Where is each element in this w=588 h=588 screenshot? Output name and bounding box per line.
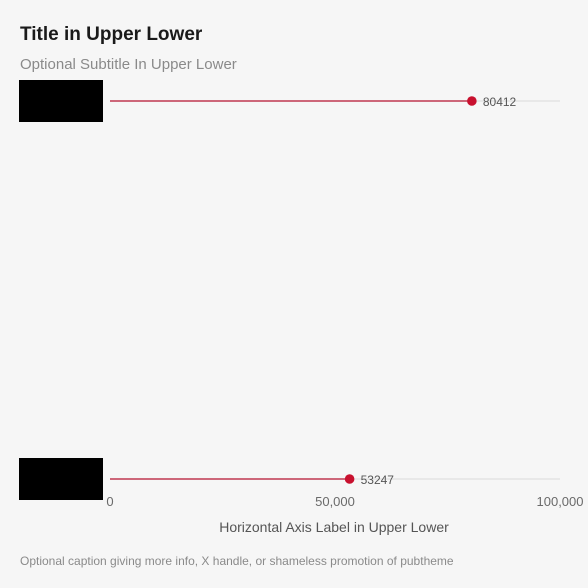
redacted-category-label [19, 458, 103, 500]
x-tick-label: 50,000 [315, 494, 355, 509]
data-label: 80412 [483, 95, 517, 109]
lollipop-point [344, 474, 355, 484]
lollipop-point [467, 96, 477, 106]
x-tick-label: 0 [106, 494, 113, 509]
chart-caption: Optional caption giving more info, X han… [20, 554, 454, 568]
chart-subtitle: Optional Subtitle In Upper Lower [20, 56, 237, 73]
x-tick-label: 100,000 [537, 494, 584, 509]
data-label: 53247 [361, 473, 395, 487]
chart-title: Title in Upper Lower [20, 24, 203, 45]
x-axis-title: Horizontal Axis Label in Upper Lower [219, 519, 449, 535]
redacted-category-label [19, 80, 103, 122]
